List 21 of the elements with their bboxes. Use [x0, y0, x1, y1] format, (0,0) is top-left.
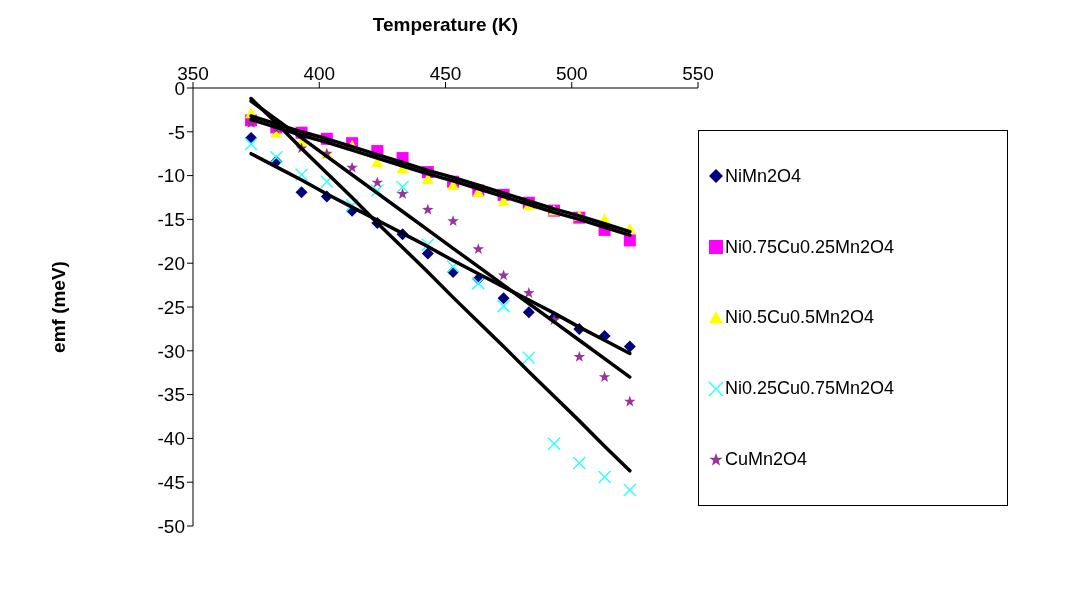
- y-tick-label: -50: [157, 515, 185, 537]
- y-tick-label: -10: [157, 165, 185, 187]
- x-tick-label: 400: [303, 63, 336, 84]
- y-tick-label: -35: [157, 384, 185, 406]
- y-tick-label: -45: [157, 471, 185, 493]
- legend-label: Ni0.5Cu0.5Mn2O4: [725, 307, 875, 329]
- legend-label: CuMn2O4: [725, 449, 808, 471]
- y-tick-label: -15: [157, 209, 185, 231]
- y-tick-label: -5: [168, 121, 185, 143]
- x-axis-title: Temperature (K): [372, 14, 519, 36]
- y-tick-label: -40: [157, 428, 185, 450]
- legend-label: NiMn2O4: [725, 165, 802, 187]
- y-tick-label: -20: [157, 252, 185, 274]
- legend-label: Ni0.75Cu0.25Mn2O4: [725, 236, 895, 258]
- x-tick-label: 450: [429, 63, 462, 84]
- x-tick-label: 500: [555, 63, 588, 84]
- y-tick-label: -30: [157, 340, 185, 362]
- y-axis-title: emf (meV): [47, 261, 69, 353]
- legend-label: Ni0.25Cu0.75Mn2O4: [725, 378, 895, 400]
- y-tick-label: -25: [157, 296, 185, 318]
- x-tick-label: 550: [682, 63, 714, 84]
